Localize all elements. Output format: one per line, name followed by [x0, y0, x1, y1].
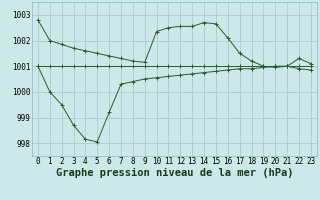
X-axis label: Graphe pression niveau de la mer (hPa): Graphe pression niveau de la mer (hPa): [56, 168, 293, 178]
